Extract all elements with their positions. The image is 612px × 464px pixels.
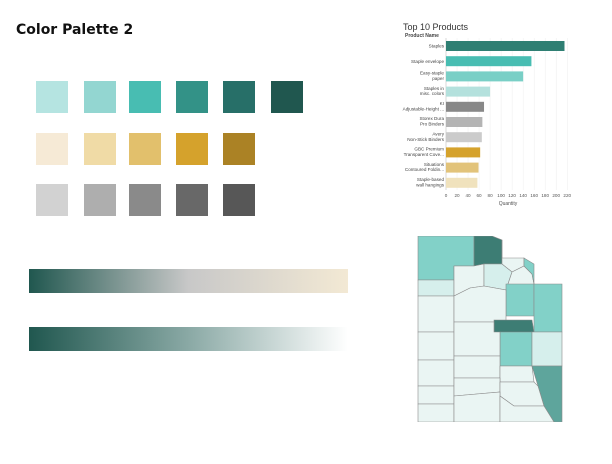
county-washington xyxy=(417,403,455,423)
chart-x-tick-label: 180 xyxy=(541,193,549,198)
chart-bar xyxy=(446,132,482,143)
chart-canvas: 0 20 40 60 80 100 120 140 160 180 200 220 Staples Sta… xyxy=(403,38,572,207)
chart-category-label: Storex Dura xyxy=(419,116,444,121)
gradient-teal-to-white xyxy=(29,327,348,351)
chart-category-label: Situations xyxy=(424,162,445,167)
gradient-teal-to-cream xyxy=(29,269,348,293)
county-sevier xyxy=(453,355,501,379)
chart-category-label: paper xyxy=(432,76,444,81)
chart-bar xyxy=(446,86,491,97)
chart-title: Top 10 Products xyxy=(403,22,469,32)
county-beaver xyxy=(417,385,455,405)
chart-category-label: Contoured Foldin... xyxy=(405,167,444,172)
color-swatch xyxy=(84,81,116,113)
chart-bar xyxy=(446,56,532,67)
county-kane xyxy=(499,395,555,423)
chart-category-label: Staples xyxy=(429,44,445,49)
color-swatch xyxy=(223,184,255,216)
chart-category-label: Staples in xyxy=(424,86,445,91)
chart-bar xyxy=(446,101,485,112)
county-emery xyxy=(499,331,533,367)
chart-category-label: Transparent Cove... xyxy=(404,152,444,157)
county-juab xyxy=(417,331,455,361)
color-swatch xyxy=(176,184,208,216)
chart-bar xyxy=(446,71,524,82)
county-wayne xyxy=(499,365,535,383)
color-swatch xyxy=(223,81,255,113)
chart-category-label: KI xyxy=(440,101,444,106)
color-swatch xyxy=(129,133,161,165)
color-swatch xyxy=(129,184,161,216)
color-swatch xyxy=(271,81,303,113)
chart-x-tick-label: 20 xyxy=(454,193,460,198)
chart-x-tick-label: 60 xyxy=(477,193,483,198)
chart-x-tick-label: 140 xyxy=(519,193,527,198)
chart-category-label: Avery xyxy=(432,131,444,136)
chart-x-axis-label: Quantity xyxy=(499,201,518,207)
chart-bar xyxy=(446,177,478,188)
chart-category-label: Pro Binders xyxy=(420,122,445,127)
county-tooele xyxy=(417,295,455,333)
chart-bar xyxy=(446,162,479,173)
bar-chart: Top 10 Products Product Name 0 20 40 60 80 10… xyxy=(398,20,578,210)
chart-x-tick-label: 160 xyxy=(530,193,538,198)
county-map-svg xyxy=(417,235,563,423)
county-west-upper xyxy=(417,279,455,297)
color-swatch xyxy=(176,133,208,165)
chart-x-tick-label: 40 xyxy=(465,193,471,198)
color-swatch xyxy=(36,81,68,113)
county-millard xyxy=(417,359,455,387)
county-rich xyxy=(523,257,535,285)
county-duchesne xyxy=(505,283,535,317)
chart-category-label: wall hangings xyxy=(416,182,445,187)
color-swatch xyxy=(84,184,116,216)
color-swatch xyxy=(176,81,208,113)
chart-bar xyxy=(446,117,483,127)
region-map xyxy=(414,235,566,423)
chart-x-tick-label: 80 xyxy=(488,193,494,198)
chart-x-tick-label: 220 xyxy=(563,193,571,198)
color-swatch xyxy=(36,133,68,165)
county-north-dark xyxy=(473,235,503,267)
chart-category-label: Adjustable-Height ... xyxy=(403,106,444,111)
chart-category-label: misc. colors xyxy=(420,91,445,96)
chart-category-label: Easy-staple xyxy=(420,71,444,76)
county-grand xyxy=(531,331,563,367)
chart-category-label: GBC Premium xyxy=(414,147,444,152)
chart-category-label: Staple-based xyxy=(417,177,445,182)
chart-x-tick-label: 100 xyxy=(497,193,505,198)
color-swatch xyxy=(84,133,116,165)
chart-category-label: Non-Stick Binders xyxy=(407,137,444,142)
chart-bar xyxy=(446,147,481,158)
chart-y-axis-label: Product Name xyxy=(405,33,439,39)
chart-bar xyxy=(446,41,565,51)
chart-category-label: Staple envelope xyxy=(411,59,444,64)
color-swatch xyxy=(36,184,68,216)
chart-x-tick-label: 200 xyxy=(552,193,560,198)
chart-x-tick-label: 120 xyxy=(508,193,516,198)
county-sanpete xyxy=(453,321,501,357)
color-swatch xyxy=(129,81,161,113)
page-title: Color Palette 2 xyxy=(16,22,134,38)
chart-x-tick-label: 0 xyxy=(445,193,448,198)
county-uintah xyxy=(533,283,563,333)
color-swatch xyxy=(223,133,255,165)
county-iron xyxy=(453,391,501,423)
